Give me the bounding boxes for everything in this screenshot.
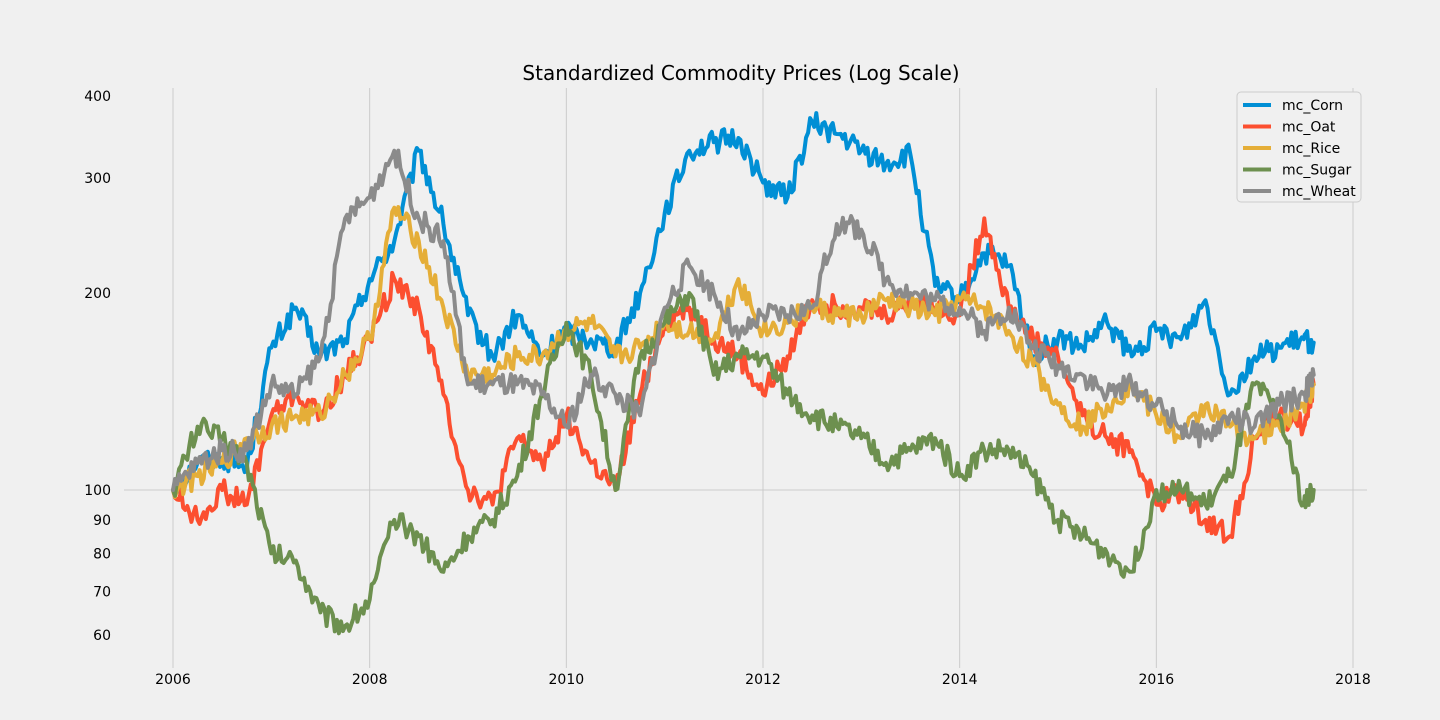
- series-lines: [171, 111, 1316, 636]
- legend-label: mc_Wheat: [1282, 184, 1356, 200]
- y-tick-label: 200: [84, 286, 111, 302]
- x-tick-label: 2008: [352, 672, 388, 688]
- legend-label: mc_Corn: [1282, 98, 1343, 114]
- legend-frame: [1236, 91, 1362, 203]
- chart-title: Standardized Commodity Prices (Log Scale…: [522, 61, 959, 85]
- series-line-mc-wheat: [171, 148, 1316, 492]
- y-tick-label: 400: [84, 89, 111, 105]
- legend-label: mc_Oat: [1282, 120, 1336, 136]
- x-tick-label: 2016: [1139, 672, 1175, 688]
- series-line-mc-corn: [171, 111, 1316, 494]
- x-tick-label: 2010: [549, 672, 585, 688]
- y-tick-label: 70: [93, 584, 111, 600]
- legend: mc_Corn mc_Oat mc_Rice mc_Sugar mc_Wheat: [1236, 91, 1362, 203]
- x-tick-label: 2012: [745, 672, 781, 688]
- legend-label: mc_Rice: [1282, 141, 1340, 157]
- y-tick-label: 80: [93, 546, 111, 562]
- y-tick-label: 60: [93, 628, 111, 644]
- x-tick-label: 2006: [155, 672, 191, 688]
- axis-ticks: 2006 2008 2010 2012 2014 2016 2018 60 70 80 90 100 2…: [84, 89, 1371, 688]
- legend-label: mc_Sugar: [1282, 163, 1352, 179]
- legend-items: mc_Corn mc_Oat mc_Rice mc_Sugar mc_Wheat: [1243, 98, 1356, 200]
- series-line-mc-sugar: [171, 291, 1316, 636]
- y-tick-label: 100: [84, 483, 111, 499]
- y-tick-label: 90: [93, 513, 111, 529]
- x-tick-label: 2014: [942, 672, 978, 688]
- x-tick-label: 2018: [1335, 672, 1371, 688]
- y-tick-label: 300: [84, 171, 111, 187]
